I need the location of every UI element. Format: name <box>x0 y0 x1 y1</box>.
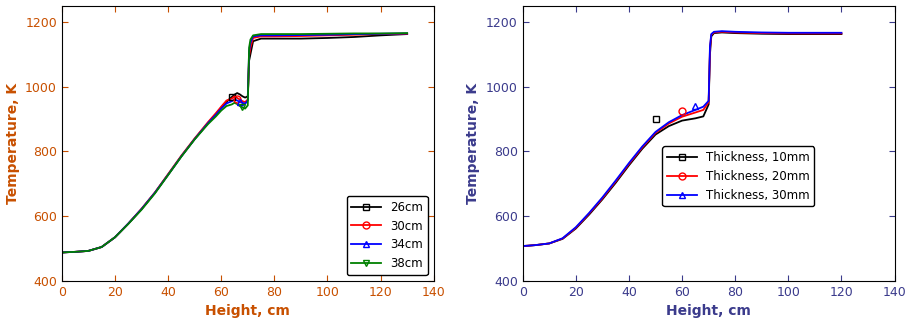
Y-axis label: Temperature, K: Temperature, K <box>5 83 19 204</box>
Legend: 26cm, 30cm, 34cm, 38cm: 26cm, 30cm, 34cm, 38cm <box>346 196 427 275</box>
Legend: Thickness, 10mm, Thickness, 20mm, Thickness, 30mm: Thickness, 10mm, Thickness, 20mm, Thickn… <box>661 146 814 206</box>
X-axis label: Height, cm: Height, cm <box>205 305 290 318</box>
X-axis label: Height, cm: Height, cm <box>665 305 751 318</box>
Y-axis label: Temperature, K: Temperature, K <box>466 83 480 204</box>
